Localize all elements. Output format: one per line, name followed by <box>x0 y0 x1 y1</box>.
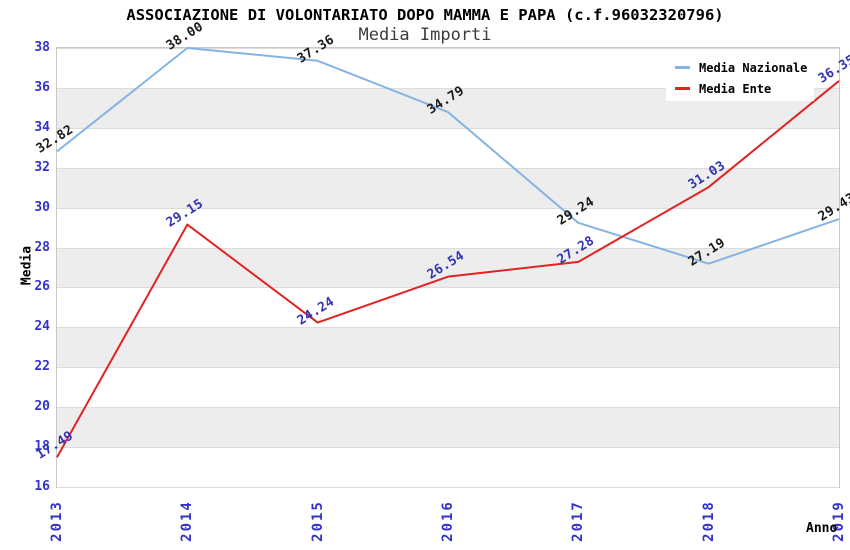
grid-band <box>57 327 839 368</box>
grid-line <box>57 287 839 289</box>
x-tick-label: 2013 <box>49 500 65 542</box>
y-tick-label: 28 <box>34 239 50 255</box>
y-tick-label: 18 <box>34 439 50 455</box>
grid-line <box>57 207 839 209</box>
series-line-media-nazionale <box>56 47 840 265</box>
plot-area <box>56 47 840 488</box>
y-tick-label: 22 <box>34 359 50 375</box>
x-tick-label: 2014 <box>179 500 196 542</box>
grid-line <box>57 327 839 329</box>
legend-label-media-nazionale: Media Nazionale <box>699 60 808 75</box>
grid-line <box>57 167 839 169</box>
y-tick-label: 16 <box>34 479 50 494</box>
grid-line <box>57 87 839 89</box>
legend-item-media-ente: Media Ente <box>666 81 814 97</box>
y-tick-label: 32 <box>34 159 50 175</box>
legend: Media Nazionale Media Ente <box>666 55 814 101</box>
x-tick-label: 2016 <box>440 500 456 542</box>
grid-band <box>57 407 839 448</box>
line-plot <box>56 47 840 458</box>
legend-swatch-media-nazionale-icon <box>675 66 690 69</box>
x-tick-label: 2018 <box>700 500 717 542</box>
y-tick-label: 36 <box>34 79 50 95</box>
grid-band <box>57 247 839 288</box>
grid-line <box>57 247 839 249</box>
legend-item-media-nazionale: Media Nazionale <box>666 60 814 76</box>
y-tick-label: 38 <box>34 40 50 55</box>
grid-line <box>57 127 839 129</box>
legend-swatch-media-ente-icon <box>675 87 690 90</box>
grid-line <box>57 487 839 488</box>
y-tick-label: 24 <box>34 319 50 335</box>
x-tick-label: 2015 <box>309 500 326 542</box>
y-tick-label: 26 <box>34 279 50 295</box>
chart-title: ASSOCIAZIONE DI VOLONTARIATO DOPO MAMMA … <box>126 6 724 24</box>
chart-subtitle: Media Importi <box>358 25 492 45</box>
y-tick-label: 30 <box>34 199 50 215</box>
series-line-media-ente <box>56 80 840 458</box>
x-axis-title: Anno <box>806 521 838 536</box>
x-tick-label: 2017 <box>570 500 587 542</box>
grid-line <box>57 447 839 449</box>
grid-line <box>57 48 839 49</box>
grid-line <box>57 367 839 369</box>
y-tick-label: 34 <box>34 119 50 135</box>
y-tick-label: 20 <box>34 399 50 415</box>
grid-line <box>57 407 839 409</box>
legend-label-media-ente: Media Ente <box>699 81 772 96</box>
